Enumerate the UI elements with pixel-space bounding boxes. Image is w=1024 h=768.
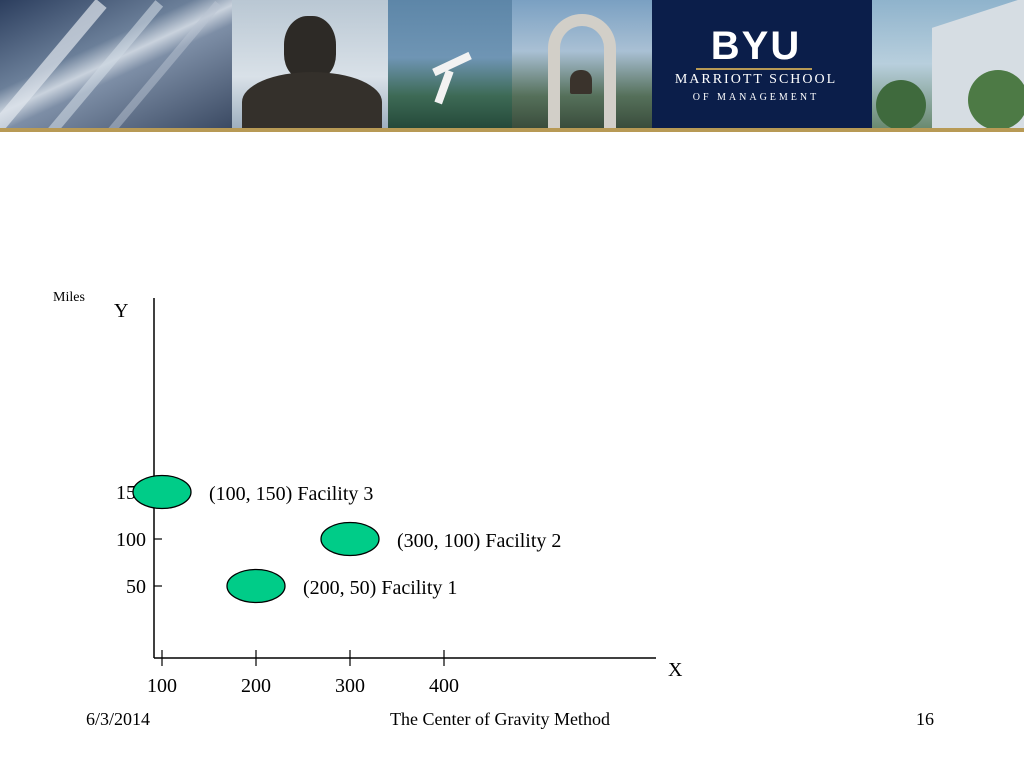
chart-axes xyxy=(153,298,656,659)
facility-point-label-3: (200, 50) Facility 1 xyxy=(303,577,457,599)
y-tick-label-50: 50 xyxy=(126,576,146,598)
facility-point-3 xyxy=(226,568,286,604)
banner-photo-mountain-y xyxy=(388,0,512,128)
units-label: Miles xyxy=(53,290,85,305)
x-tick-label-300: 300 xyxy=(335,675,365,697)
page-number: 16 xyxy=(916,709,934,729)
banner-photo-building xyxy=(0,0,232,128)
facility-point-label-1: (100, 150) Facility 3 xyxy=(209,483,373,505)
facility-point-label-2: (300, 100) Facility 2 xyxy=(397,530,561,552)
logo-school-name: MARRIOTT SCHOOL xyxy=(674,72,838,87)
facility-point-2 xyxy=(320,521,380,557)
x-tick-label-200: 200 xyxy=(241,675,271,697)
banner-photo-bell-tower xyxy=(512,0,652,128)
header-banner: BYU MARRIOTT SCHOOL OF MANAGEMENT xyxy=(0,0,1024,132)
footer-title: The Center of Gravity Method xyxy=(390,709,610,729)
logo-divider xyxy=(696,68,812,70)
banner-photo-statue xyxy=(232,0,388,128)
x-tick-label-100: 100 xyxy=(147,675,177,697)
footer-date: 6/3/2014 xyxy=(86,709,151,729)
y-tick-label-100: 100 xyxy=(116,529,146,551)
facility-point-1 xyxy=(132,474,192,510)
x-ticks: 100 200 300 400 xyxy=(147,650,459,697)
logo-school-subtitle: OF MANAGEMENT xyxy=(692,92,820,103)
banner-photo-office-building xyxy=(872,0,1024,128)
x-axis-label: X xyxy=(668,659,683,681)
banner-accent-strip xyxy=(0,128,1024,132)
byu-logo-title: BYU xyxy=(710,24,802,68)
x-tick-label-400: 400 xyxy=(429,675,459,697)
y-axis-label: Y xyxy=(114,300,128,322)
banner-logo-panel xyxy=(652,0,872,128)
facility-points: (100, 150) Facility 3 (300, 100) Facility… xyxy=(132,474,561,604)
